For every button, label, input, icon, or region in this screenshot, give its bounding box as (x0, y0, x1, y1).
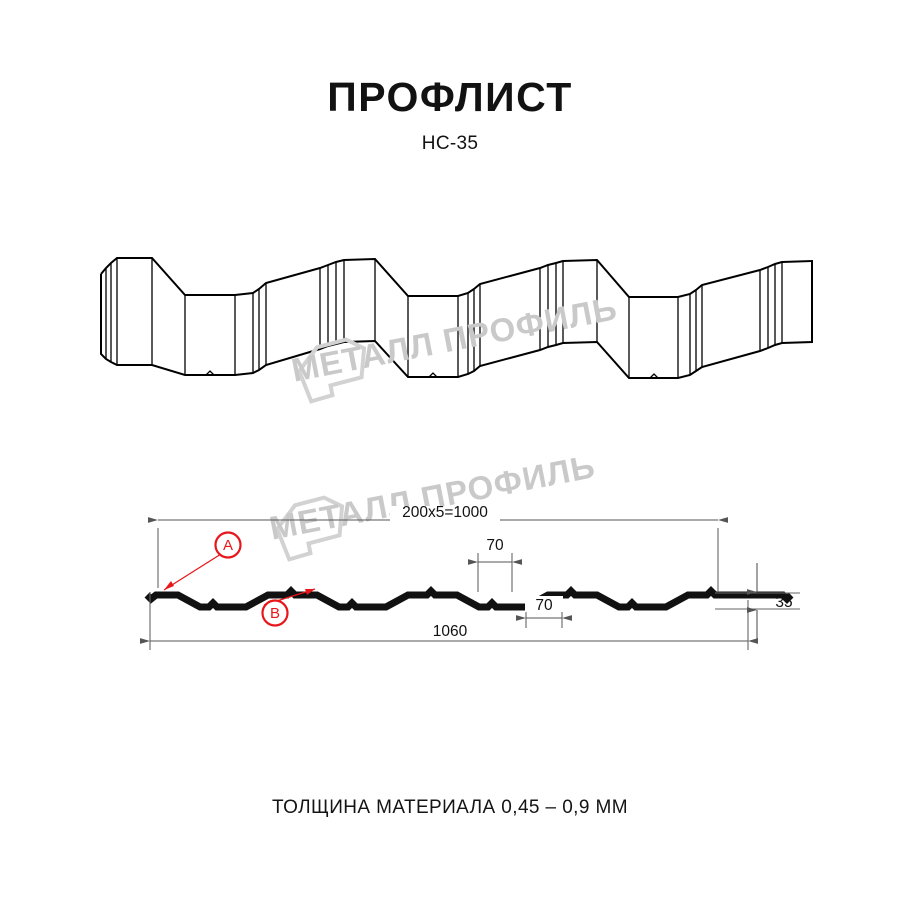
isometric-stiffener-nubs (205, 370, 659, 379)
callout-a-circle[interactable] (214, 531, 242, 559)
callout-a-label: A (223, 537, 233, 554)
dimension-label-total: 1060 (433, 623, 468, 640)
dimension-label-height: 35 (775, 594, 792, 611)
watermark-logo-bottom (266, 482, 399, 583)
callout-b-circle[interactable] (261, 599, 289, 627)
dimension-valley-70: 70 (516, 596, 572, 628)
dimension-height-35: 35 (715, 563, 800, 639)
watermark-logo-top (288, 324, 421, 425)
dimension-label-pitch: 200x5=1000 (402, 504, 488, 521)
callout-a[interactable]: A (163, 531, 242, 591)
dimension-label-crest: 70 (486, 537, 504, 554)
isometric-sheet (100, 257, 813, 379)
dimension-label-valley: 70 (535, 597, 553, 614)
dimension-total-1060: 1060 (140, 592, 758, 650)
profile-cross-section (144, 586, 794, 611)
dimension-crest-70: 70 (468, 537, 522, 592)
page-header: ПРОФЛИСТ НС-35 (0, 74, 900, 155)
page-footer: ТОЛЩИНА МАТЕРИАЛА 0,45 – 0,9 ММ (0, 797, 900, 819)
isometric-fold-lines (105, 258, 783, 378)
callout-b-label: B (270, 605, 280, 622)
callout-b[interactable]: B (261, 588, 316, 627)
dimension-pitch-1000: 200x5=1000 (148, 504, 728, 592)
material-thickness-label: ТОЛЩИНА МАТЕРИАЛА 0,45 – 0,9 ММ (272, 797, 628, 818)
page-title: ПРОФЛИСТ (327, 74, 573, 120)
profile-model-label: НС-35 (421, 133, 479, 155)
